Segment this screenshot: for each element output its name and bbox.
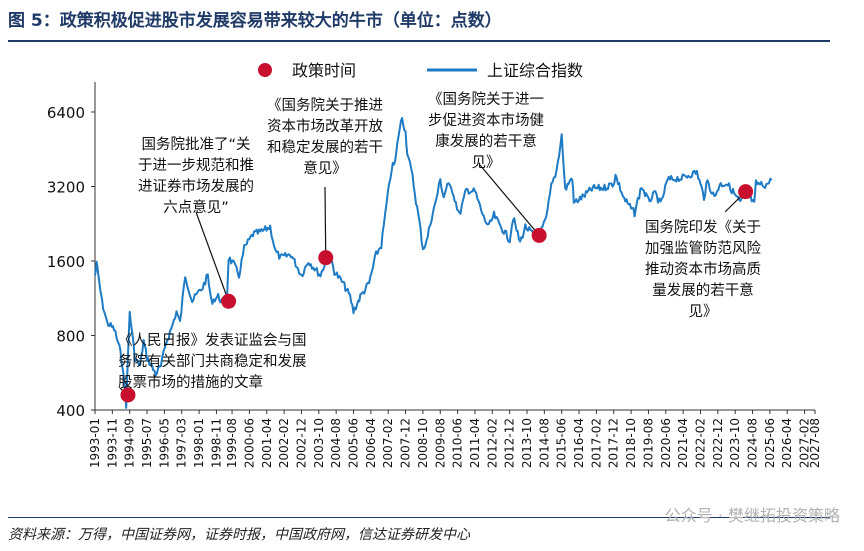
title-rule — [8, 40, 830, 42]
x-tick-label: 2016-04 — [572, 418, 586, 468]
watermark: 公众号 · 樊继拓投资策略 — [664, 506, 840, 525]
annotation-text: 股票市场的措施的文章 — [118, 373, 263, 391]
x-tick-label: 2024-08 — [746, 418, 760, 468]
source-rule — [8, 517, 830, 518]
annotation-text: 见》 — [472, 154, 501, 171]
annotation-leader — [324, 186, 327, 258]
x-tick-label: 2017-12 — [607, 418, 621, 468]
x-tick-label: 2004-08 — [329, 418, 343, 468]
x-tick-label: 1994-09 — [123, 418, 137, 468]
x-tick-label: 2010-06 — [451, 418, 465, 468]
annotation-text: 量发展的若干意 — [652, 281, 754, 299]
x-tick-label: 1998-01 — [192, 418, 206, 468]
annotation-text: 资本市场改革开放 — [267, 118, 383, 135]
series-line-上证综合指数 — [94, 117, 773, 409]
x-tick-label: 2023-10 — [728, 418, 742, 468]
policy-marker — [738, 184, 754, 200]
annotation-text: 见》 — [689, 303, 718, 320]
legend-label-index: 上证综合指数 — [487, 61, 583, 80]
annotation-text: 国务院批准了“关 — [141, 136, 250, 153]
x-tick-label: 2025-06 — [763, 418, 777, 468]
annotation-leader — [195, 211, 230, 302]
annotation-leader — [479, 164, 540, 236]
y-tick-label: 3200 — [47, 178, 85, 196]
x-tick-label: 1999-08 — [225, 418, 239, 468]
annotation-text: 国务院印发《关于 — [645, 219, 761, 236]
x-tick-label: 1993-01 — [88, 418, 102, 468]
x-tick-label: 2012-12 — [503, 418, 517, 468]
x-tick-label: 1995-07 — [140, 418, 154, 468]
x-tick-label: 2011-04 — [468, 418, 482, 468]
x-tick-label: 1997-03 — [175, 418, 189, 468]
x-tick-label: 2009-08 — [433, 418, 447, 468]
x-tick-label: 2002-12 — [294, 418, 308, 468]
policy-marker — [120, 387, 136, 403]
x-tick-label: 2019-08 — [641, 418, 655, 468]
legend-marker-policy — [258, 63, 272, 77]
policy-marker — [531, 227, 547, 243]
x-tick-label: 2007-02 — [381, 418, 395, 468]
x-tick-label: 2017-02 — [589, 418, 603, 468]
x-tick-label: 2012-02 — [485, 418, 499, 468]
y-tick-label: 400 — [56, 402, 85, 420]
x-tick-label: 2006-04 — [364, 418, 378, 468]
x-tick-label: 2020-06 — [659, 418, 673, 468]
x-tick-label: 2026-04 — [780, 418, 794, 468]
annotation-text: 《国务院关于进一 — [428, 91, 544, 108]
policy-marker — [318, 250, 334, 266]
annotation-text: 意见》 — [303, 159, 347, 177]
annotation-text: 六点意见” — [163, 198, 229, 216]
x-tick-label: 2022-02 — [693, 418, 707, 468]
y-tick-label: 800 — [56, 327, 85, 345]
x-tick-label: 2021-04 — [676, 418, 690, 468]
annotation-text: 《人民日报》发表证监会与国 — [118, 332, 307, 349]
x-tick-label: 1996-05 — [157, 418, 171, 468]
y-tick-label: 1600 — [47, 253, 85, 271]
x-tick-label: 2022-12 — [711, 418, 725, 468]
x-tick-label: 1998-11 — [209, 418, 223, 468]
x-tick-label: 2007-12 — [399, 418, 413, 468]
x-tick-label: 2015-06 — [555, 418, 569, 468]
annotation-text: 于进一步规范和推 — [138, 157, 254, 174]
x-tick-label: 2014-08 — [537, 418, 551, 468]
annotation-text: 进证券市场发展的 — [138, 178, 254, 195]
x-tick-label: 2008-10 — [416, 418, 430, 468]
x-tick-label: 2018-10 — [624, 418, 638, 468]
legend-label-policy: 政策时间 — [292, 61, 356, 80]
x-tick-label: 2002-02 — [277, 418, 291, 468]
x-tick-label: 2013-10 — [520, 418, 534, 468]
annotation-text: 康发展的若干意 — [435, 132, 537, 150]
annotation-text: 推动资本市场高质 — [645, 261, 761, 278]
x-tick-label: 2027-08 — [808, 418, 822, 468]
figure-title: 图 5：政策积极促进股市发展容易带来较大的牛市（单位：点数） — [8, 11, 502, 31]
x-tick-label: 2001-04 — [260, 418, 274, 468]
y-tick-label: 6400 — [47, 104, 85, 122]
annotation-text: 《国务院关于推进 — [267, 97, 383, 114]
annotation-text: 步促进资本市场健 — [428, 112, 544, 129]
x-tick-label: 2000-06 — [242, 418, 256, 468]
annotation-text: 加强监管防范风险 — [645, 240, 761, 257]
x-tick-label: 1993-11 — [105, 418, 119, 468]
annotation-text: 和稳定发展的若干 — [267, 139, 383, 156]
x-tick-label: 2003-10 — [312, 418, 326, 468]
x-tick-label: 2005-06 — [347, 418, 361, 468]
annotation-text: 务院有关部门共商稳定和发展 — [118, 353, 307, 370]
source-note: 资料来源：万得，中国证券网，证券时报，中国政府网，信达证券研发中心 — [8, 527, 470, 543]
policy-marker — [221, 293, 237, 309]
x-tick-label: 2027-02 — [798, 418, 812, 468]
